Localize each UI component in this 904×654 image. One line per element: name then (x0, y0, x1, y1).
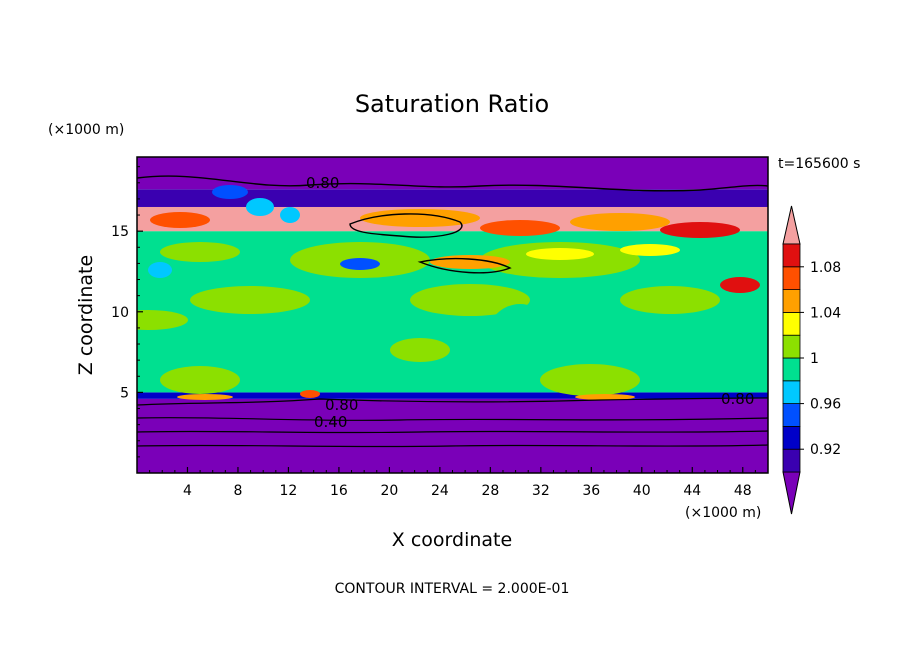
colorbar-label-2: 1 (810, 351, 819, 367)
contour-label-top: 0.80 (306, 174, 339, 192)
field-patch-8 (390, 338, 450, 362)
field-band-1 (137, 392, 768, 399)
field-patch-24 (177, 394, 233, 400)
colorbar-segment-3 (782, 380, 801, 404)
colorbar-segment-8 (782, 266, 801, 290)
field-patch-5 (620, 286, 720, 314)
contour-line-upper (137, 175, 768, 192)
contour-line-lower-3 (137, 430, 768, 434)
x-unit-label: (×1000 m) (685, 505, 761, 521)
y-unit-label: (×1000 m) (48, 122, 124, 138)
field-patch-22 (620, 244, 680, 256)
x-tick-label-5: 24 (431, 483, 449, 499)
contour-label-low: 0.40 (314, 413, 347, 431)
time-label: t=165600 s (778, 156, 860, 172)
field-patch-25 (575, 394, 635, 400)
colorbar-segment-2 (782, 403, 801, 427)
footer-contour-interval: CONTOUR INTERVAL = 2.000E-01 (335, 581, 570, 597)
contour-label-right: 0.80 (721, 390, 754, 408)
field-patch-16 (480, 220, 560, 236)
field-patch-0 (137, 310, 188, 330)
field-band-5 (137, 157, 768, 190)
contour-line-cloud-2 (417, 257, 512, 274)
y-axis-ticks: 5 10 15 (111, 166, 143, 458)
field-band-0 (137, 398, 768, 473)
contour-line-cloud-1 (349, 213, 463, 238)
field-band-4 (137, 189, 768, 207)
field-patch-3 (410, 284, 530, 316)
x-axis-label: X coordinate (392, 529, 512, 551)
contour-line-lower-4 (137, 444, 768, 448)
field-patch-6 (160, 366, 240, 394)
field-patch-26 (300, 390, 320, 398)
colorbar-segment-7 (782, 289, 801, 313)
colorbar-segment-9 (782, 243, 801, 268)
field-patch-9 (160, 242, 240, 262)
colorbar-top-triangle (782, 205, 801, 245)
heatmap-field (137, 157, 768, 473)
colorbar-segment-6 (782, 311, 801, 336)
field-patch-13 (212, 185, 248, 199)
contour-line-lower-1 (137, 397, 768, 406)
x-tick-label-10: 44 (683, 483, 701, 499)
field-patch-7 (540, 364, 640, 396)
colorbar-bottom-triangle (782, 471, 801, 515)
field-patch-10 (270, 310, 330, 370)
y-tick-label-2: 15 (111, 224, 129, 240)
field-patch-23 (720, 277, 760, 293)
field-patch-11 (486, 304, 554, 376)
field-patch-28 (148, 262, 172, 278)
y-tick-label-1: 10 (111, 305, 129, 321)
x-tick-label-6: 28 (481, 483, 499, 499)
colorbar-label-0: 1.08 (810, 260, 841, 276)
field-patch-12 (246, 198, 274, 216)
colorbar-label-3: 0.96 (810, 397, 841, 413)
colorbar-segment-0 (782, 448, 801, 473)
y-tick-label-0: 5 (120, 385, 129, 401)
field-patch-14 (280, 207, 300, 223)
colorbar-segment-5 (782, 334, 801, 359)
field-patch-19 (660, 222, 740, 238)
x-tick-label-7: 32 (532, 483, 550, 499)
colorbar-segment-1 (782, 425, 801, 450)
contour-label-left: 0.80 (325, 396, 358, 414)
x-axis-ticks: 4 8 12 16 20 24 28 32 36 40 44 48 (149, 467, 756, 499)
colorbar-segment-4 (782, 357, 801, 382)
x-tick-label-9: 40 (633, 483, 651, 499)
x-tick-label-2: 12 (280, 483, 298, 499)
x-tick-label-3: 16 (330, 483, 348, 499)
x-tick-label-4: 20 (380, 483, 398, 499)
x-tick-label-0: 4 (183, 483, 192, 499)
x-tick-label-11: 48 (734, 483, 752, 499)
field-patch-21 (526, 248, 594, 260)
colorbar-label-1: 1.04 (810, 305, 841, 321)
contour-line-lower-2 (137, 417, 768, 421)
field-patch-17 (570, 213, 670, 231)
chart-title: Saturation Ratio (355, 90, 549, 118)
colorbar-label-4: 0.92 (810, 442, 841, 458)
field-patch-1 (190, 286, 310, 314)
field-patch-20 (430, 255, 510, 269)
colorbar: 1.08 1.04 1 0.96 0.92 (782, 205, 841, 515)
x-tick-label-8: 36 (582, 483, 600, 499)
field-patch-15 (360, 209, 480, 227)
field-patch-27 (340, 258, 380, 270)
x-tick-label-1: 8 (233, 483, 242, 499)
y-axis-label: Z coordinate (75, 255, 97, 375)
field-patch-18 (150, 212, 210, 228)
